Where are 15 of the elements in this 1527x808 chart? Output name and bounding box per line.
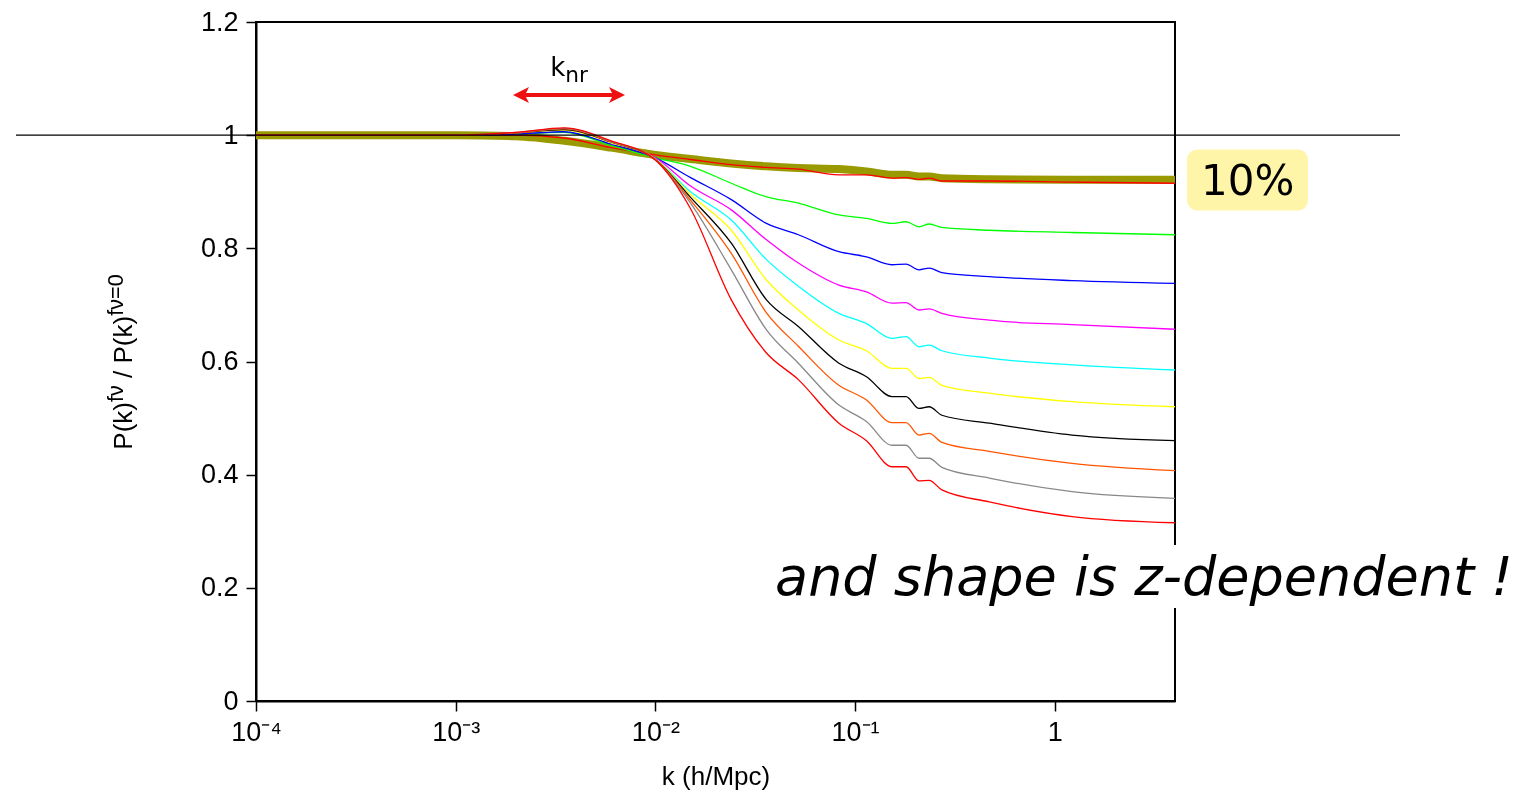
x-tick-label: 10⁻⁴ (231, 716, 282, 747)
y-tick-label: 0.4 (200, 459, 239, 490)
y-tick-label: 0.6 (200, 346, 239, 376)
x-tick-label: 1 (1047, 716, 1063, 747)
x-tick-label: 10⁻² (631, 716, 680, 747)
annotation: and shape is z-dependent ! (771, 544, 1517, 608)
annotation: k$_{nr}$ (550, 51, 588, 87)
x-axis-title: k (h/Mpc) (661, 760, 771, 791)
y-tick-label: 0.2 (200, 572, 239, 603)
y-tick-label: 0.8 (200, 232, 239, 263)
x-tick-label: 10⁻³ (432, 716, 481, 747)
y-tick-label: 1.2 (200, 6, 239, 37)
x-tick-label: 10⁻¹ (831, 716, 880, 747)
annotation: 10% (1187, 149, 1309, 211)
y-tick-label: 0 (223, 685, 239, 716)
